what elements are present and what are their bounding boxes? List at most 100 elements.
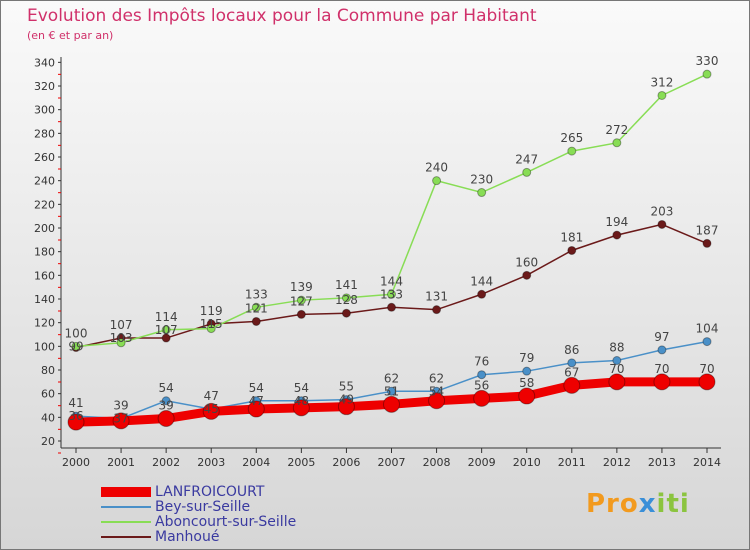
y-tick-label: 220 [34, 198, 55, 211]
data-label: 194 [605, 215, 628, 229]
data-label: 97 [654, 330, 669, 344]
data-point [206, 324, 216, 334]
data-point [71, 341, 81, 351]
data-label: 272 [605, 123, 628, 137]
data-label: 131 [425, 290, 448, 304]
x-tick-label: 2003 [197, 456, 225, 469]
data-label: 119 [200, 304, 223, 318]
y-tick-label: 160 [34, 269, 55, 282]
data-label: 58 [519, 376, 534, 390]
data-label: 187 [696, 223, 719, 237]
data-label: 86 [564, 343, 579, 357]
x-tick-label: 2012 [603, 456, 631, 469]
legend-label: Aboncourt-sur-Seille [155, 514, 297, 530]
data-point [112, 412, 130, 430]
data-label: 115 [200, 317, 223, 331]
data-point [432, 305, 442, 315]
data-point [567, 245, 577, 255]
data-label: 62 [384, 371, 399, 385]
data-label: 240 [425, 161, 448, 175]
data-label: 265 [560, 131, 583, 145]
data-label: 39 [159, 399, 174, 413]
data-label: 114 [155, 310, 178, 324]
data-label: 37 [113, 412, 128, 426]
legend-label: LANFROICOURT [155, 484, 265, 500]
y-tick-label: 140 [34, 293, 55, 306]
data-point [161, 325, 171, 335]
data-label: 99 [68, 339, 83, 353]
data-label: 39 [113, 399, 128, 413]
data-label: 133 [380, 287, 403, 301]
data-label: 62 [429, 371, 444, 385]
data-point [341, 293, 351, 303]
data-label: 79 [519, 351, 534, 365]
x-tick-label: 2004 [242, 456, 270, 469]
legend-label: Manhoué [155, 529, 220, 545]
data-label: 48 [294, 394, 309, 408]
data-label: 181 [560, 230, 583, 244]
data-label: 70 [654, 362, 669, 376]
data-label: 45 [204, 402, 219, 416]
x-tick-label: 2013 [648, 456, 676, 469]
x-tick-label: 2007 [378, 456, 406, 469]
data-label: 330 [696, 54, 719, 68]
data-label: 76 [474, 355, 489, 369]
legend-label: Bey-sur-Seille [155, 499, 251, 515]
series-3 [71, 219, 712, 353]
data-label: 100 [65, 326, 88, 340]
proxiti-logo: Proxiti [586, 489, 690, 519]
data-label: 70 [699, 362, 714, 376]
x-tick-label: 2001 [107, 456, 135, 469]
data-label: 312 [650, 75, 673, 89]
y-tick-label: 320 [34, 80, 55, 93]
data-point [296, 309, 306, 319]
data-label: 144 [380, 274, 403, 288]
data-point [67, 413, 85, 431]
y-tick-label: 20 [41, 435, 55, 448]
data-label: 36 [68, 409, 83, 423]
y-tick-label: 280 [34, 127, 55, 140]
data-label: 141 [335, 278, 358, 292]
data-label: 56 [474, 378, 489, 392]
data-label: 47 [204, 389, 219, 403]
data-point [116, 338, 126, 348]
x-tick-label: 2002 [152, 456, 180, 469]
data-label: 203 [650, 204, 673, 218]
y-tick-label: 120 [34, 317, 55, 330]
y-tick-label: 300 [34, 104, 55, 117]
y-tick-label: 60 [41, 388, 55, 401]
data-label: 54 [294, 381, 309, 395]
legend-swatch [101, 487, 151, 497]
data-point [387, 302, 396, 312]
data-label: 127 [290, 294, 313, 308]
data-label: 70 [609, 362, 624, 376]
series-0 [67, 373, 716, 431]
data-label: 88 [609, 341, 624, 355]
data-point [657, 345, 667, 355]
data-point [522, 167, 532, 177]
data-point [432, 176, 442, 186]
data-label: 41 [68, 396, 83, 410]
y-tick-label: 240 [34, 175, 55, 188]
legend-swatch [101, 536, 151, 538]
y-tick-label: 180 [34, 246, 55, 259]
chart-subtitle: (en € et par an) [27, 29, 114, 42]
x-tick-label: 2006 [332, 456, 360, 469]
data-point [202, 402, 220, 420]
data-point [608, 373, 626, 391]
y-tick-label: 80 [41, 364, 55, 377]
x-tick-label: 2005 [287, 456, 315, 469]
y-tick-label: 100 [34, 340, 55, 353]
data-point [473, 389, 491, 407]
data-point [657, 219, 667, 229]
data-label: 128 [335, 293, 358, 307]
data-point [383, 395, 400, 413]
data-point [251, 316, 261, 326]
legend-swatch [101, 521, 151, 523]
data-point [387, 386, 396, 396]
data-label: 230 [470, 173, 493, 187]
data-label: 103 [110, 331, 133, 345]
data-point [567, 146, 577, 156]
